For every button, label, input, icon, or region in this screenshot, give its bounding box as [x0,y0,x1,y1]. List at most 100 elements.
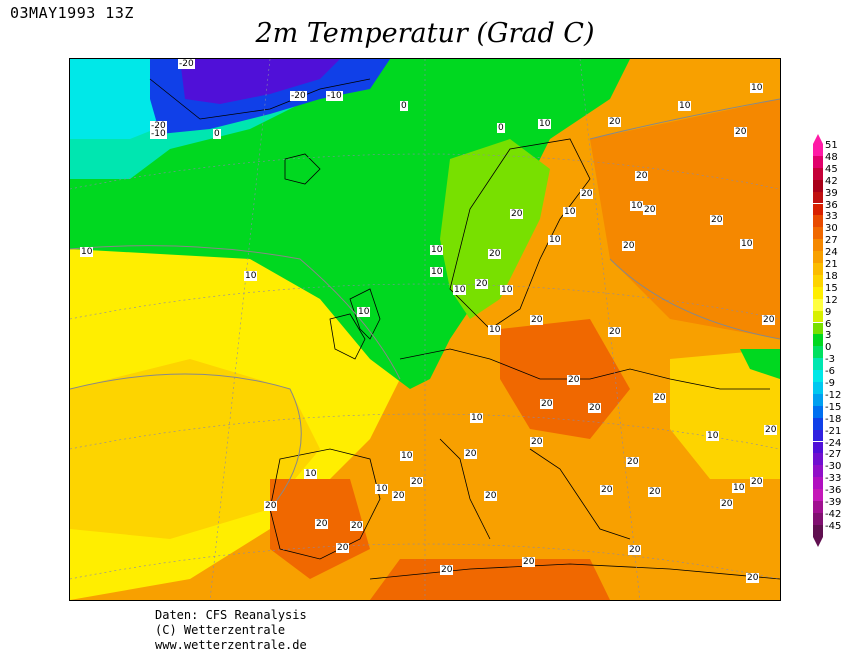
legend-label: 42 [825,175,838,187]
contour-label: 20 [764,425,778,435]
field-atlantic-15 [70,359,320,539]
contour-label: 10 [678,101,692,111]
legend-label: -39 [825,497,842,508]
legend-label: -3 [825,354,835,366]
legend-label: 15 [825,282,838,294]
legend-swatch [813,465,823,478]
contour-label: 20 [653,393,667,403]
contour-label: 20 [580,189,594,199]
legend-label: -12 [825,389,842,401]
contour-label: 10 [430,245,444,255]
contour-label: 10 [304,469,318,479]
legend-swatch [813,191,823,204]
legend-label: -18 [825,413,842,425]
legend-label: -15 [825,401,842,413]
contour-label: 20 [567,375,581,385]
contour-label: 20 [484,491,498,501]
contour-label: -20 [178,59,195,69]
legend-label: 9 [825,306,832,318]
legend-label: 24 [825,247,838,259]
legend-label: -42 [825,508,842,520]
contour-label: 20 [336,543,350,553]
contour-label: 20 [622,241,636,251]
legend-swatch [813,144,823,156]
contour-label: -10 [150,129,167,139]
legend-swatch [813,453,823,466]
legend-swatch [813,215,823,228]
map-canvas [70,59,780,600]
legend-label: -30 [825,461,842,473]
field-africa-30 [370,559,610,600]
legend-swatch [813,239,823,252]
map-title: 2m Temperatur (Grad C) [255,18,595,49]
contour-label: 20 [750,477,764,487]
contour-label: 10 [630,201,644,211]
contour-label: 20 [710,215,724,225]
contour-label: 20 [315,519,329,529]
contour-label: 0 [400,101,408,111]
legend-label: 45 [825,163,838,175]
run-time-label: 03MAY1993 13Z [10,4,134,22]
legend-swatch [813,370,823,382]
contour-label: 20 [628,545,642,555]
contour-label: 20 [464,449,478,459]
legend-label: -9 [825,378,835,389]
contour-label: 20 [626,457,640,467]
contour-label: 20 [392,491,406,501]
legend-swatch [813,167,823,180]
legend-swatch [813,501,823,513]
contour-label: 10 [453,285,467,295]
field-scandinavia-6 [440,139,550,319]
legend-label: 48 [825,151,838,163]
contour-label: 20 [488,249,502,259]
contour-label: 20 [648,487,662,497]
contour-label: 10 [400,451,414,461]
legend-max-arrow-icon [813,134,823,144]
credits: Daten: CFS Reanalysis (C) Wetterzentrale… [155,608,307,653]
legend-swatch [813,322,823,335]
contour-label: 20 [643,205,657,215]
contour-label: 10 [563,207,577,217]
legend-swatch [813,227,823,240]
field-caspian-15 [670,349,780,479]
legend-swatch [813,417,823,430]
legend-label: 51 [825,140,838,151]
legend-swatch [813,524,823,537]
legend-swatch [813,334,823,347]
field-iberia-30 [270,479,370,579]
contour-label: 20 [530,315,544,325]
legend-label: 33 [825,211,838,223]
legend-swatch [813,358,823,371]
field-russia-27 [590,99,780,339]
legend-label: 36 [825,199,838,211]
legend-swatch [813,405,823,418]
legend-label: -27 [825,449,842,461]
contour-label: 20 [635,171,649,181]
legend-swatch [813,251,823,263]
contour-label: 10 [548,235,562,245]
legend-swatch [813,179,823,192]
contour-label: 10 [500,285,514,295]
contour-label: 20 [600,485,614,495]
contour-label: 10 [750,83,764,93]
legend-label: -33 [825,473,842,485]
contour-label: 10 [80,247,94,257]
legend-swatch [813,286,823,299]
contour-label: 10 [538,119,552,129]
contour-label: 10 [706,431,720,441]
legend-swatch [813,263,823,275]
contour-label: -10 [326,91,343,101]
legend-swatch [813,274,823,287]
credit-website: www.wetterzentrale.de [155,638,307,652]
contour-label: 20 [608,117,622,127]
contour-label: 10 [357,307,371,317]
legend-label: 0 [825,342,832,354]
contour-label: 20 [410,477,424,487]
legend-label: 21 [825,259,838,270]
isotherms [70,98,780,510]
contour-label: 20 [734,127,748,137]
legend-label: 12 [825,294,838,306]
legend-min-arrow-icon [813,536,823,547]
contour-label: 10 [430,267,444,277]
contour-label: 20 [510,209,524,219]
